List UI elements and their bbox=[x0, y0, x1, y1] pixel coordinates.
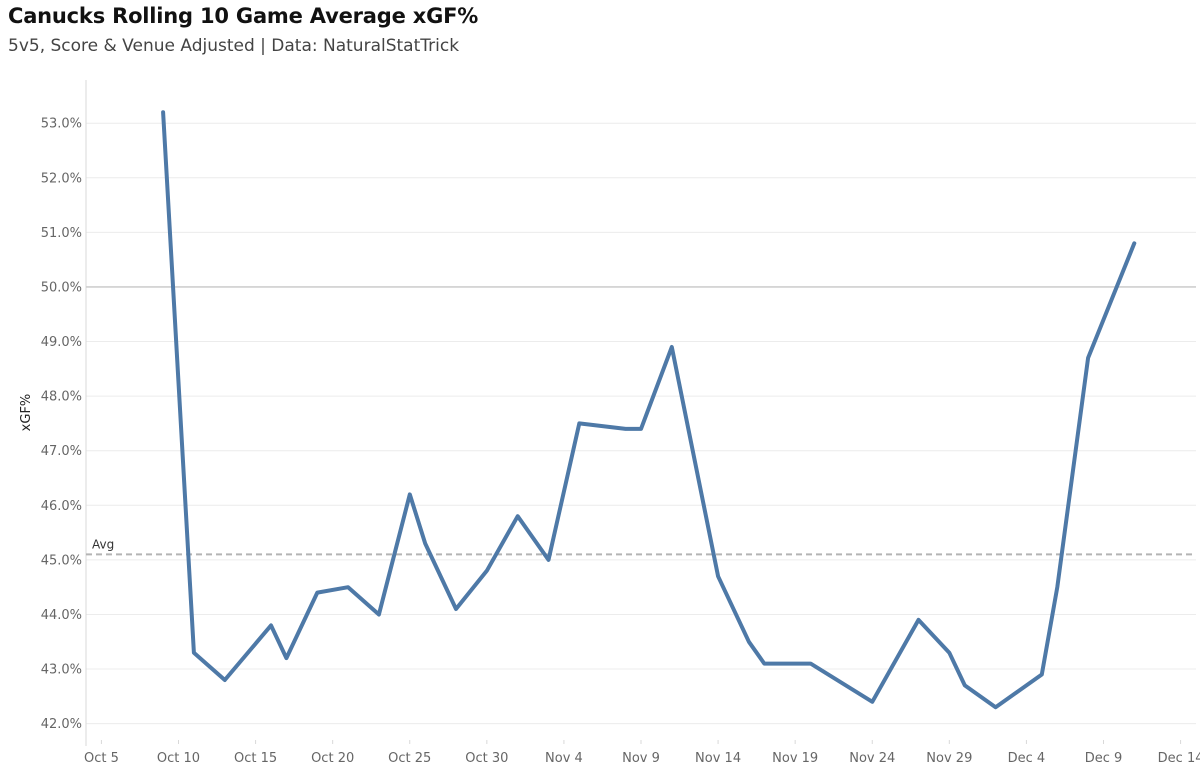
chart-subtitle: 5v5, Score & Venue Adjusted | Data: Natu… bbox=[8, 36, 460, 56]
y-tick-label: 42.0% bbox=[41, 717, 82, 732]
average-label: Avg bbox=[92, 537, 114, 551]
x-tick-label: Oct 5 bbox=[84, 751, 119, 766]
y-tick-label: 52.0% bbox=[41, 171, 82, 186]
y-tick-label: 45.0% bbox=[41, 553, 82, 568]
y-tick-label: 46.0% bbox=[41, 499, 82, 514]
x-tick-label: Nov 9 bbox=[622, 751, 660, 766]
x-tick-label: Oct 25 bbox=[388, 751, 431, 766]
gridlines bbox=[86, 122, 1196, 725]
y-tick-label: 51.0% bbox=[41, 226, 82, 241]
y-tick-label: 48.0% bbox=[41, 390, 82, 405]
x-axis-ticks: Oct 5 Oct 10 Oct 15 Oct 20 Oct 25 Oct 30 Nov 4… bbox=[84, 740, 1200, 766]
x-tick-label: Oct 30 bbox=[465, 751, 508, 766]
chart-title: Canucks Rolling 10 Game Average xGF% bbox=[8, 4, 479, 28]
y-tick-label: 53.0% bbox=[41, 117, 82, 132]
y-tick-label: 43.0% bbox=[41, 663, 82, 678]
series-line bbox=[161, 110, 1137, 710]
x-tick-label: Oct 15 bbox=[234, 751, 277, 766]
x-tick-label: Oct 10 bbox=[157, 751, 200, 766]
y-tick-label: 50.0% bbox=[41, 280, 82, 295]
x-tick-label: Nov 14 bbox=[695, 751, 741, 766]
x-tick-label: Nov 24 bbox=[849, 751, 895, 766]
x-tick-label: Nov 29 bbox=[926, 751, 972, 766]
x-tick-label: Dec 9 bbox=[1085, 751, 1123, 766]
x-tick-label: Nov 4 bbox=[545, 751, 583, 766]
x-tick-label: Oct 20 bbox=[311, 751, 354, 766]
y-tick-label: 47.0% bbox=[41, 444, 82, 459]
x-tick-label: Nov 19 bbox=[772, 751, 818, 766]
x-tick-label: Dec 14 bbox=[1158, 751, 1200, 766]
y-tick-label: 44.0% bbox=[41, 608, 82, 623]
y-axis-title: xGF% bbox=[19, 394, 34, 432]
y-tick-label: 49.0% bbox=[41, 335, 82, 350]
x-tick-label: Dec 4 bbox=[1008, 751, 1046, 766]
y-axis-ticks: 53.0% 52.0% 51.0% 50.0% 49.0% 48.0% 47.0% 46.0%… bbox=[41, 117, 82, 732]
